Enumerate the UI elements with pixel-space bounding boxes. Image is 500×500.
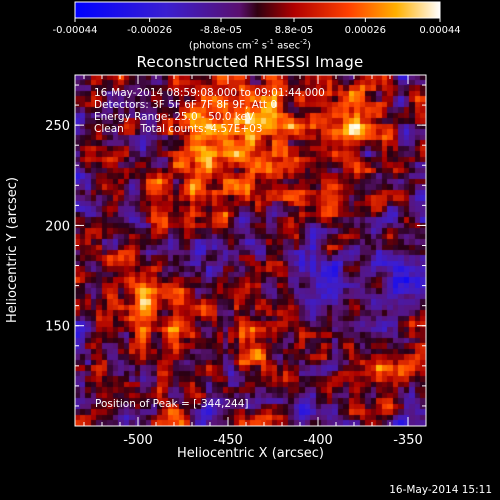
colorbar-frame bbox=[74, 1, 441, 19]
colorbar-tick-label: 0.00026 bbox=[344, 25, 387, 36]
info-energy-range: Energy Range: 25.0 - 50.0 keV bbox=[94, 111, 255, 123]
info-peak-position: Position of Peak = [-344,244] bbox=[95, 398, 249, 410]
colorbar-gradient bbox=[75, 2, 440, 18]
y-tick-label: 150 bbox=[45, 320, 70, 335]
info-total-counts: Clean Total counts: 4.57E+03 bbox=[94, 123, 263, 135]
info-time-range: 16-May-2014 08:59:08.000 to 09:01:44.000 bbox=[94, 87, 325, 99]
x-axis-label: Heliocentric X (arcsec) bbox=[177, 446, 324, 461]
colorbar bbox=[74, 1, 441, 22]
colorbar-tick-label: -8.8e-05 bbox=[200, 25, 242, 36]
y-tick-label: 250 bbox=[45, 119, 70, 134]
colorbar-tick-marks bbox=[74, 18, 441, 22]
footer-timestamp: 16-May-2014 15:11 bbox=[389, 484, 492, 496]
colorbar-tick-label: -0.00044 bbox=[52, 25, 98, 36]
colorbar-units: (photons cm-2 s-1 asec-2) bbox=[188, 38, 312, 52]
info-detectors: Detectors: 3F 5F 6F 7F 8F 9F, Att 0 bbox=[94, 99, 278, 111]
colorbar-tick-label: -0.00026 bbox=[127, 25, 173, 36]
colorbar-tick-label: 0.00044 bbox=[419, 25, 461, 36]
chart-title: Reconstructed RHESSI Image bbox=[136, 53, 364, 71]
y-tick-label: 200 bbox=[45, 219, 70, 234]
y-axis-label: Heliocentric Y (arcsec) bbox=[5, 177, 20, 323]
colorbar-tick-label: 8.8e-05 bbox=[274, 25, 314, 36]
